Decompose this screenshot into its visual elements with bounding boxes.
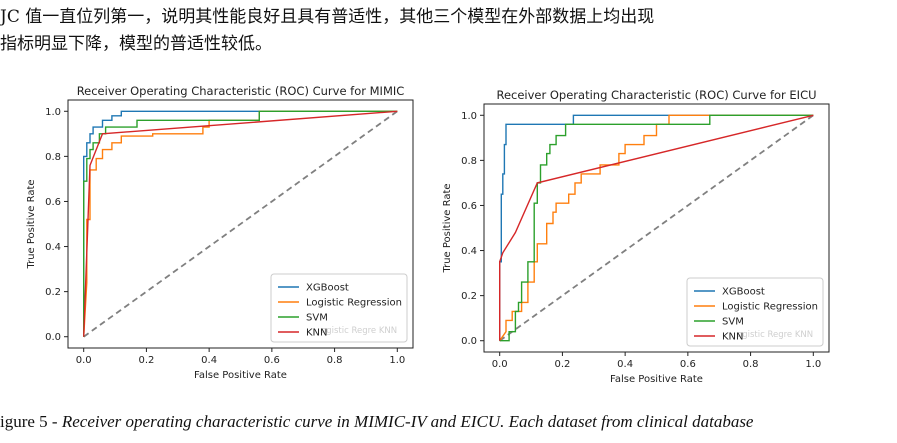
- x-tick-label: 0.0: [492, 359, 508, 370]
- caption-prefix: igure 5 -: [0, 412, 62, 431]
- y-tick-label: 0.4: [461, 246, 477, 257]
- roc-line-knn: [499, 114, 814, 341]
- y-tick-label: 1.0: [461, 111, 477, 122]
- y-axis-label: True Positive Rate: [26, 179, 37, 269]
- caption-text: Receiver operating characteristic curve …: [61, 412, 754, 431]
- legend-label: XGBoost: [306, 283, 349, 294]
- x-tick-label: 1.0: [805, 359, 821, 370]
- y-tick-label: 0.2: [45, 287, 61, 298]
- legend: ogistic Regre KNN XGBoost Logistic Regress…: [686, 277, 824, 347]
- roc-line-logistic-regression: [499, 114, 814, 342]
- y-tick-label: 0.2: [461, 291, 477, 302]
- y-tick-label: 0.0: [45, 332, 61, 343]
- legend-ghost-text: ogistic Regre KNN: [321, 326, 397, 336]
- legend-box: [686, 277, 824, 347]
- legend-label: SVM: [306, 313, 328, 324]
- figure-caption: igure 5 - Receiver operating characteris…: [0, 412, 897, 432]
- chance-diagonal-line: [83, 110, 398, 338]
- y-tick-label: 0.6: [461, 201, 477, 212]
- y-axis-label: True Positive Rate: [442, 183, 453, 273]
- chart-title: Receiver Operating Characteristic (ROC) …: [77, 84, 405, 98]
- legend-label: SVM: [722, 317, 744, 328]
- legend: ogistic Regre KNN XGBoost Logistic Regress…: [270, 273, 408, 343]
- plot-frame: [483, 103, 830, 353]
- legend-box: [270, 273, 408, 343]
- legend-label: Logistic Regression: [306, 298, 402, 309]
- plot-frame: [67, 99, 414, 349]
- y-tick-label: 0.8: [45, 152, 61, 163]
- legend-label: Logistic Regression: [722, 302, 818, 313]
- y-tick-label: 1.0: [45, 107, 61, 118]
- legend-ghost-text: ogistic Regre KNN: [737, 330, 813, 340]
- roc-line-knn: [83, 110, 398, 337]
- x-tick-label: 0.2: [554, 359, 570, 370]
- x-tick-label: 0.2: [138, 355, 154, 366]
- chance-diagonal-line: [499, 114, 814, 342]
- y-tick-label: 0.0: [461, 336, 477, 347]
- y-tick-label: 0.8: [461, 156, 477, 167]
- legend-label: XGBoost: [722, 287, 765, 298]
- legend-label: KNN: [722, 332, 744, 343]
- paragraph-line-1: JC 值一直位列第一，说明其性能良好且具有普适性，其他三个模型在外部数据上均出现: [0, 7, 655, 27]
- x-tick-label: 0.6: [264, 355, 280, 366]
- roc-chart-eicu: Receiver Operating Characteristic (ROC) …: [442, 88, 830, 385]
- chart-title: Receiver Operating Characteristic (ROC) …: [496, 88, 816, 102]
- paragraph-line-2: 指标明显下降，模型的普适性较低。: [0, 34, 272, 54]
- x-tick-label: 0.0: [76, 355, 92, 366]
- roc-line-xgboost: [499, 114, 814, 341]
- x-tick-label: 0.4: [617, 359, 633, 370]
- x-tick-label: 0.6: [680, 359, 696, 370]
- x-tick-label: 0.8: [327, 355, 343, 366]
- roc-line-xgboost: [83, 110, 398, 337]
- x-axis-label: False Positive Rate: [194, 370, 287, 381]
- roc-chart-mimic: Receiver Operating Characteristic (ROC) …: [26, 84, 414, 381]
- x-tick-label: 1.0: [389, 355, 405, 366]
- roc-line-logistic-regression: [83, 110, 398, 337]
- y-tick-label: 0.4: [45, 242, 61, 253]
- legend-label: KNN: [306, 328, 328, 339]
- x-tick-label: 0.8: [743, 359, 759, 370]
- x-axis-label: False Positive Rate: [610, 374, 703, 385]
- body-paragraph: JC 值一直位列第一，说明其性能良好且具有普适性，其他三个模型在外部数据上均出现…: [0, 4, 897, 58]
- y-tick-label: 0.6: [45, 197, 61, 208]
- x-tick-label: 0.4: [201, 355, 217, 366]
